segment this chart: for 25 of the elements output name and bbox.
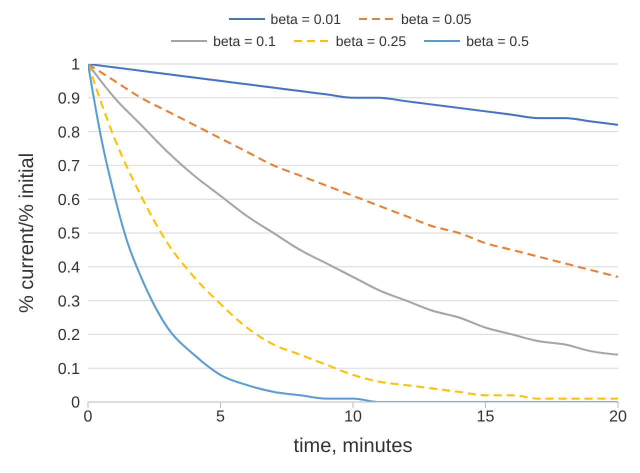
y-tick-label: 0.8 bbox=[58, 124, 80, 142]
y-tick-label: 0.6 bbox=[58, 192, 80, 209]
line-series bbox=[88, 64, 618, 278]
y-tick-label: 1 bbox=[71, 56, 80, 74]
line-series bbox=[88, 64, 618, 126]
y-tick-label: 0.7 bbox=[58, 158, 80, 176]
y-tick-label: 0 bbox=[71, 394, 80, 412]
x-tick-label: 5 bbox=[216, 408, 226, 426]
y-tick-label: 0.2 bbox=[58, 327, 80, 344]
legend-label: beta = 0.1 bbox=[213, 33, 276, 49]
y-tick-label: 0.5 bbox=[58, 226, 80, 243]
y-tick-label: 0.4 bbox=[58, 259, 80, 276]
y-tick-label: 0.1 bbox=[58, 360, 80, 378]
x-tick-label: 15 bbox=[476, 408, 494, 426]
y-axis-title: % current/% initial bbox=[16, 152, 38, 314]
legend-label: beta = 0.25 bbox=[336, 33, 406, 49]
legend-label: beta = 0.05 bbox=[401, 11, 472, 27]
legend-label: beta = 0.01 bbox=[270, 11, 341, 27]
y-tick-label: 0.9 bbox=[58, 90, 80, 108]
legend-label: beta = 0.5 bbox=[466, 33, 529, 49]
x-axis-title: time, minutes bbox=[294, 435, 412, 457]
x-tick-label: 10 bbox=[344, 408, 362, 426]
x-tick-label: 20 bbox=[609, 408, 627, 426]
x-tick-label: 0 bbox=[84, 408, 93, 426]
y-tick-label: 0.3 bbox=[58, 293, 80, 310]
